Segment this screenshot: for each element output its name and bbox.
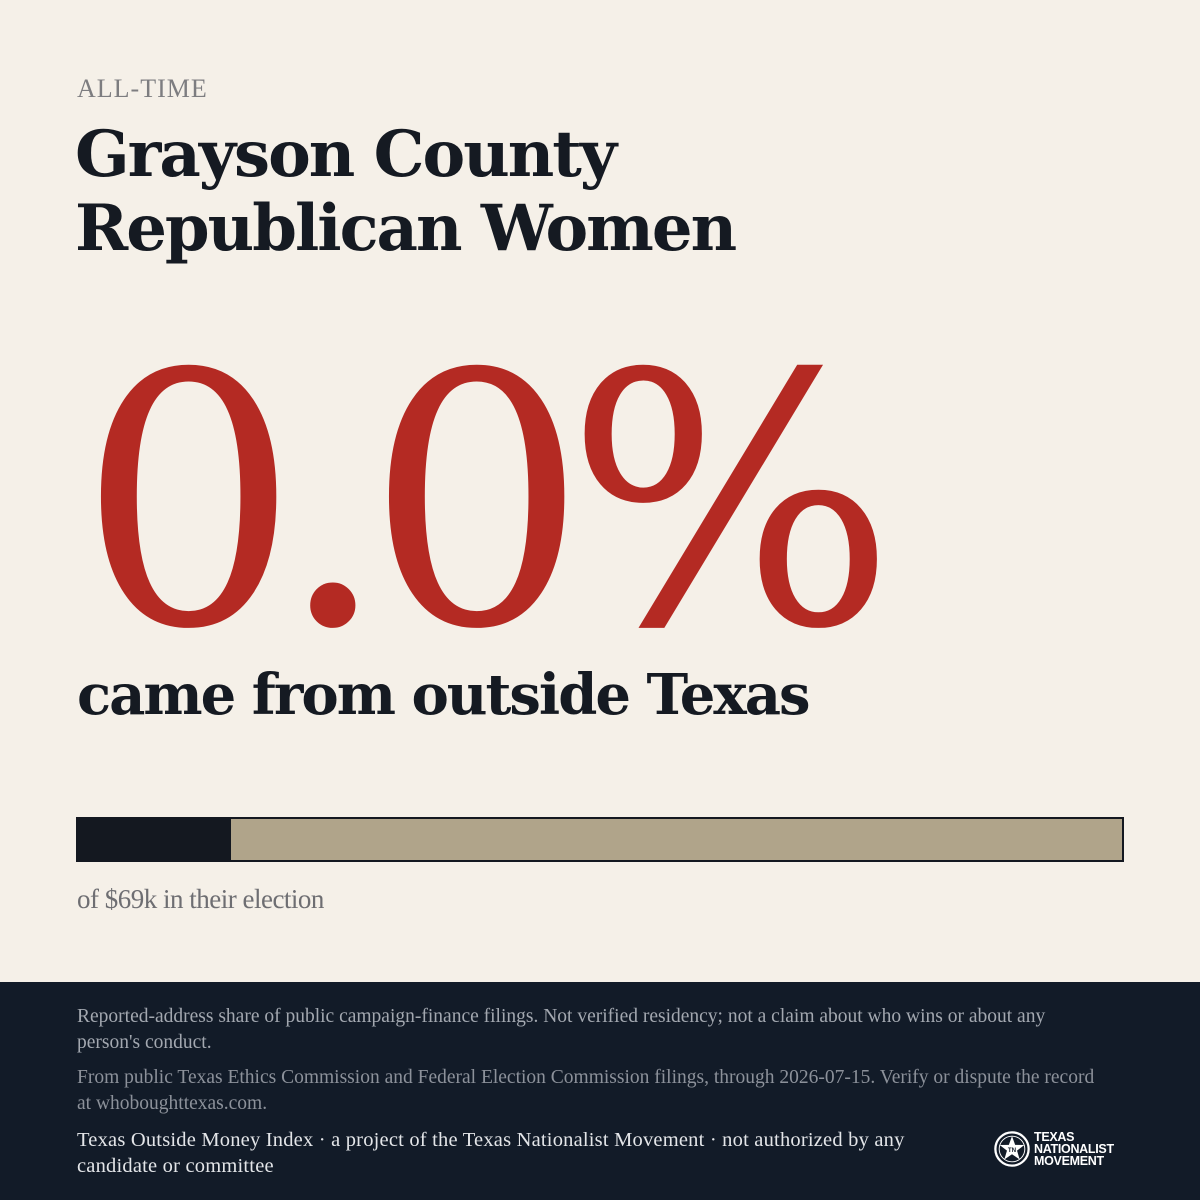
logo-line-3: MOVEMENT [1034, 1154, 1104, 1168]
footer-credit: Texas Outside Money Index · a project of… [77, 1129, 905, 1177]
outside-share-percentage: 0.0% [78, 301, 896, 706]
share-progress-bar [76, 817, 1124, 862]
total-raised-caption: of $69k in their election [77, 884, 324, 914]
footer: Reported-address share of public campaig… [0, 982, 1200, 1200]
logo-wordmark: TEXAS NATIONALIST MOVEMENT [1034, 1130, 1114, 1168]
eyebrow-label: ALL-TIME [77, 74, 208, 103]
page-title: Grayson County Republican Women [75, 117, 737, 266]
footer-source: From public Texas Ethics Commission and … [77, 1067, 1095, 1114]
tnm-logo: TN TEXAS NATIONALIST MOVEMENT [993, 1130, 1114, 1168]
star-seal-icon: TN [994, 1131, 1030, 1167]
share-progress-fill [78, 819, 232, 860]
logo-line-2: NATIONALIST [1034, 1142, 1114, 1156]
footer-disclaimer: Reported-address share of public campaig… [77, 1006, 1046, 1053]
stat-description: came from outside Texas [77, 662, 811, 728]
svg-text:TN: TN [1008, 1147, 1017, 1154]
logo-line-1: TEXAS [1034, 1130, 1075, 1144]
